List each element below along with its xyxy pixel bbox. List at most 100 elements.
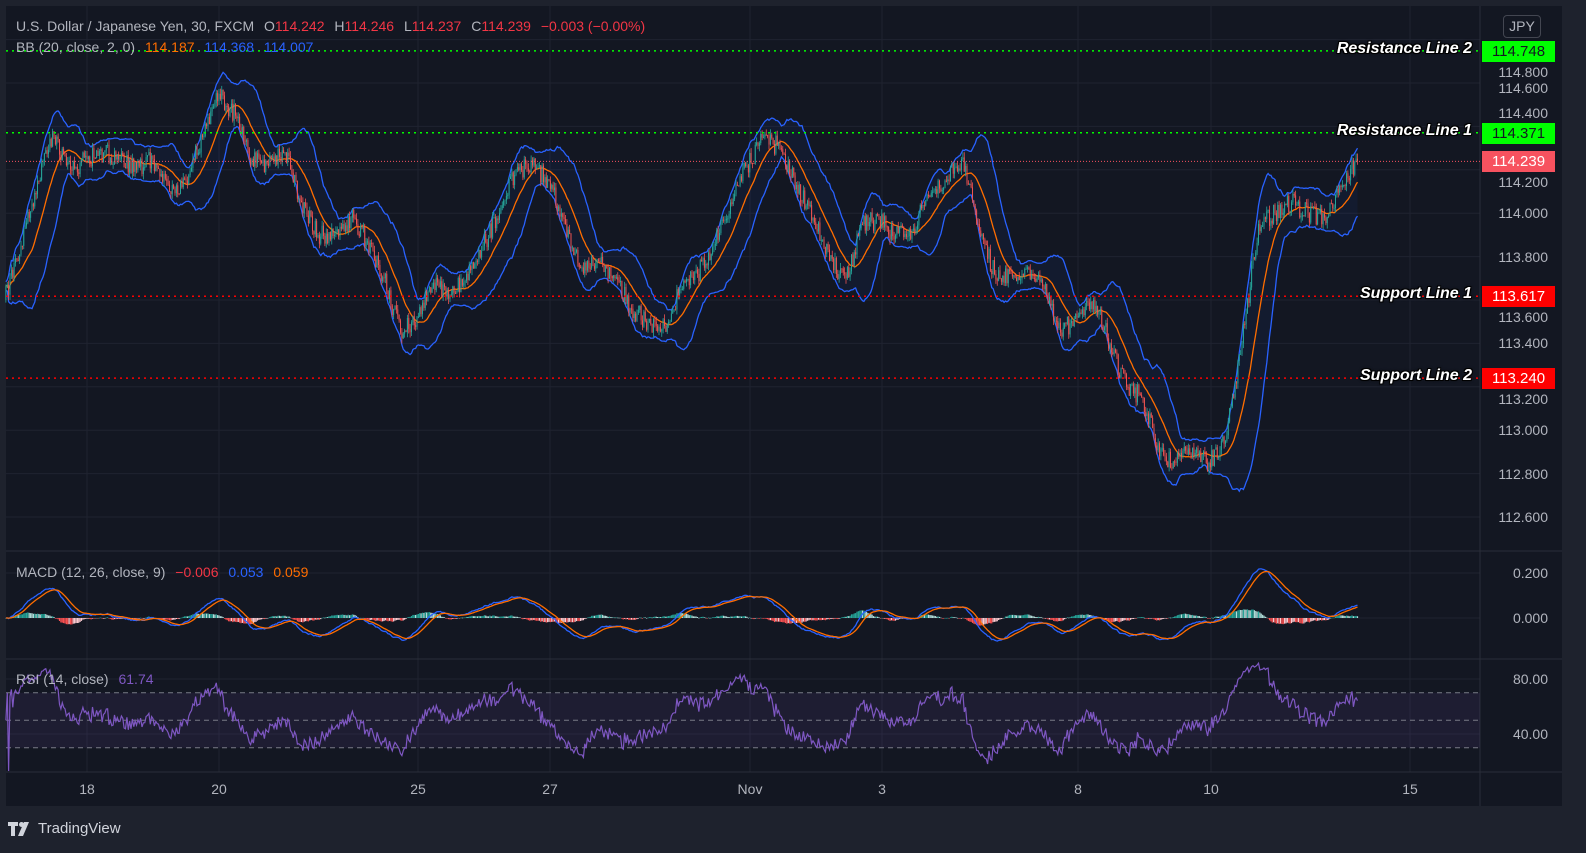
currency-button[interactable]: JPY (1503, 15, 1541, 38)
candle-body (431, 287, 433, 293)
change-value: −0.003 (−0.00%) (540, 18, 646, 34)
candle-body (494, 217, 496, 229)
macd-histogram-bar (1194, 615, 1196, 618)
candle-body (402, 333, 404, 339)
candle-body (215, 93, 217, 104)
candle-body (1197, 448, 1199, 457)
macd-histogram-bar (1355, 615, 1357, 618)
candle-body (769, 134, 771, 145)
macd-histogram-bar (277, 615, 279, 618)
candle-body (1277, 204, 1279, 221)
macd-histogram-bar (646, 617, 648, 619)
candle-body (548, 179, 550, 181)
candle-body (1106, 323, 1108, 339)
candle-body (918, 212, 920, 226)
macd-histogram-bar (23, 613, 25, 618)
candle-body (885, 216, 887, 227)
candle-body (343, 223, 345, 232)
candle-body (565, 219, 566, 225)
candle-body (919, 204, 921, 213)
macd-histogram-bar (899, 618, 901, 620)
candle-body (516, 167, 518, 170)
candle-body (133, 158, 135, 172)
macd-histogram-bar (1354, 616, 1356, 618)
bb-legend[interactable]: BB (20, close, 2, 0) 114.187 114.368 114… (16, 39, 319, 55)
candle-body (1248, 298, 1250, 303)
candle-body (1242, 323, 1244, 344)
macd-legend[interactable]: MACD (12, 26, close, 9) −0.006 0.053 0.0… (16, 564, 314, 580)
candle-body (620, 281, 621, 283)
macd-histogram-bar (49, 615, 51, 618)
tradingview-logo[interactable]: TradingView (8, 820, 121, 837)
macd-histogram-bar (871, 614, 873, 618)
macd-histogram-bar (1348, 616, 1350, 618)
macd-histogram-bar (269, 617, 271, 618)
candle-body (1128, 387, 1130, 396)
candle-body (540, 165, 542, 183)
macd-histogram-bar (1191, 614, 1194, 618)
candle-body (675, 309, 676, 311)
candle-body (160, 174, 162, 177)
candle-body (1167, 461, 1169, 468)
candle-body (1159, 443, 1160, 457)
macd-histogram-bar (305, 618, 307, 622)
candle-body (859, 228, 861, 237)
candle-body (64, 154, 66, 157)
candle-body (171, 185, 173, 195)
macd-histogram-bar (1047, 618, 1049, 620)
macd-histogram-bar (670, 615, 672, 618)
candle-body (871, 212, 873, 221)
macd-histogram-bar (173, 618, 175, 620)
macd-histogram-bar (113, 618, 116, 620)
macd-histogram-bar (1142, 617, 1144, 618)
candle-body (1293, 193, 1295, 196)
candle-body (1275, 213, 1277, 221)
candle-body (151, 155, 153, 169)
macd-histogram-bar (219, 616, 221, 618)
candle-body (1110, 343, 1112, 353)
macd-histogram-bar (735, 615, 737, 618)
macd-histogram-bar (453, 618, 455, 619)
candle-body (886, 226, 888, 228)
macd-histogram-bar (1234, 611, 1236, 618)
macd-histogram-bar (892, 618, 894, 621)
candle-body (1090, 301, 1092, 310)
macd-histogram-bar (1143, 617, 1145, 619)
macd-histogram-bar (57, 618, 59, 620)
candle-body (533, 158, 535, 166)
candle-body (818, 222, 819, 232)
macd-histogram-bar (581, 618, 583, 621)
macd-histogram-bar (294, 618, 296, 620)
macd-histogram-bar (184, 616, 186, 618)
macd-histogram-bar (643, 617, 645, 619)
candle-body (505, 195, 507, 201)
candle-body (305, 202, 307, 207)
macd-histogram-bar (1009, 615, 1011, 618)
macd-histogram-bar (320, 618, 322, 620)
macd-histogram-bar (970, 618, 972, 622)
candle-body (475, 260, 477, 264)
macd-histogram-bar (751, 618, 754, 619)
candle-body (307, 215, 309, 223)
macd-histogram-bar (479, 616, 481, 618)
macd-histogram-bar (1175, 616, 1177, 618)
candle-body (92, 148, 93, 167)
macd-histogram-bar (199, 614, 201, 618)
macd-histogram-bar (463, 617, 465, 619)
macd-histogram-bar (30, 613, 32, 618)
macd-histogram-bar (273, 616, 275, 618)
macd-histogram-bar (688, 615, 690, 618)
macd-histogram-bar (186, 616, 188, 618)
macd-histogram-bar (388, 618, 391, 621)
macd-histogram-bar (875, 616, 877, 618)
symbol-title[interactable]: U.S. Dollar / Japanese Yen, 30, FXCM (16, 18, 255, 34)
candle-body (279, 148, 280, 157)
candle-body (360, 225, 362, 237)
macd-histogram-bar (607, 616, 609, 618)
macd-histogram-bar (1043, 618, 1045, 619)
candle-body (142, 167, 144, 175)
macd-histogram-bar (28, 612, 30, 618)
rsi-legend[interactable]: RSI (14, close) 61.74 (16, 671, 160, 687)
macd-histogram-bar (844, 616, 846, 618)
